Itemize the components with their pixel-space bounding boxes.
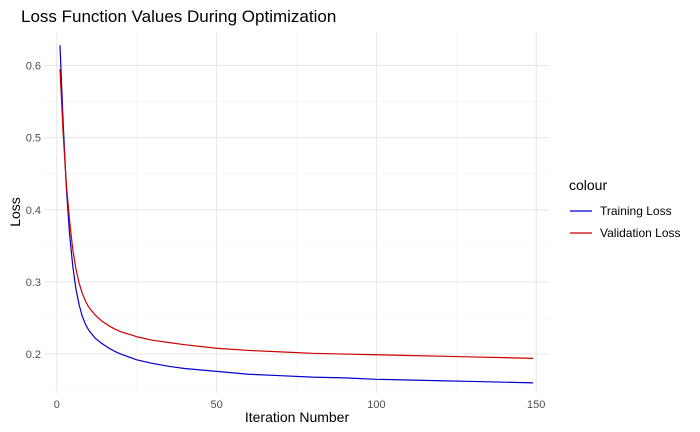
y-axis-ticks: 0.2 0.3 0.4 0.5 0.6 — [26, 60, 41, 361]
legend-title: colour — [569, 177, 607, 193]
y-axis-title: Loss — [7, 197, 23, 227]
y-tick-label: 0.5 — [26, 133, 41, 145]
y-tick-label: 0.3 — [26, 277, 41, 289]
x-tick-label: 100 — [367, 399, 385, 411]
y-tick-label: 0.4 — [26, 205, 41, 217]
y-tick-label: 0.2 — [26, 349, 41, 361]
x-tick-label: 50 — [210, 399, 222, 411]
gridlines — [44, 33, 549, 393]
x-tick-label: 0 — [54, 399, 60, 411]
x-axis-title: Iteration Number — [245, 409, 350, 425]
legend: colour Training Loss Validation Loss — [569, 177, 681, 240]
series-line-training-loss — [59, 45, 534, 384]
series-line-validation-loss — [59, 69, 534, 359]
chart-title: Loss Function Values During Optimization — [21, 7, 336, 26]
y-tick-label: 0.6 — [26, 60, 41, 72]
legend-label-validation-loss: Validation Loss — [600, 226, 681, 240]
x-axis-ticks: 0 50 100 150 — [54, 399, 546, 411]
legend-label-training-loss: Training Loss — [600, 204, 672, 218]
x-tick-label: 150 — [527, 399, 545, 411]
series-lines — [59, 45, 534, 384]
